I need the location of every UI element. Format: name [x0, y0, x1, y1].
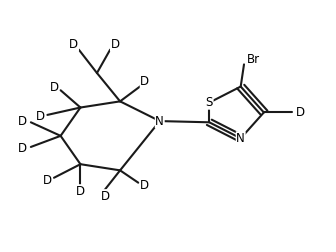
- Text: D: D: [101, 190, 110, 203]
- Text: D: D: [69, 38, 78, 51]
- Text: S: S: [206, 96, 213, 109]
- Text: D: D: [49, 81, 58, 94]
- Text: D: D: [36, 110, 45, 123]
- Text: D: D: [140, 179, 150, 192]
- Text: N: N: [236, 132, 245, 145]
- Text: D: D: [18, 142, 27, 155]
- Text: D: D: [140, 75, 150, 88]
- Text: D: D: [18, 115, 27, 128]
- Text: Br: Br: [247, 53, 260, 66]
- Text: N: N: [155, 115, 164, 128]
- Text: D: D: [43, 174, 52, 187]
- Text: D: D: [76, 185, 85, 198]
- Text: D: D: [296, 106, 305, 119]
- Text: D: D: [111, 38, 120, 51]
